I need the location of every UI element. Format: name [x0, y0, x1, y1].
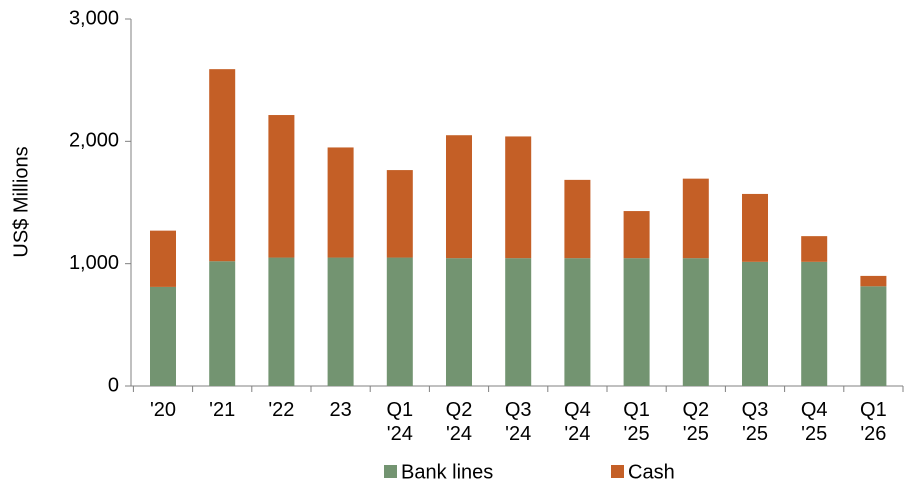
x-tick-label: Q3 '24 — [504, 399, 532, 445]
legend-swatch — [611, 465, 624, 478]
bar-segment — [860, 275, 887, 287]
x-tick-label: Q1 '26 — [860, 399, 887, 445]
legend-label: Cash — [628, 461, 675, 483]
legend-swatch — [384, 465, 397, 478]
x-tick-label: Q2 '24 — [445, 399, 473, 445]
y-tick-label: 3,000 — [69, 7, 119, 29]
y-tick-label: 2,000 — [69, 130, 119, 152]
bar-segment — [505, 136, 532, 259]
bar-segment — [623, 258, 650, 386]
bar-segment — [386, 170, 413, 258]
bar-segment — [505, 258, 532, 386]
x-tick-label: Q1 '25 — [623, 399, 650, 445]
bar-segment — [682, 258, 709, 386]
bar-segment — [801, 261, 828, 386]
x-tick-label: '22 — [268, 399, 295, 421]
bar-segment — [623, 211, 650, 259]
x-tick-label: '20 — [149, 399, 177, 421]
bar-segment — [801, 236, 828, 262]
x-tick-label: Q4 '24 — [564, 399, 591, 445]
bar-segment — [446, 135, 472, 259]
x-tick-label: Q1 '24 — [386, 399, 414, 445]
bar-segment — [564, 179, 591, 259]
x-tick-label: Q3 '25 — [741, 399, 769, 445]
y-tick-label: 0 — [108, 374, 119, 396]
legend-label: Bank lines — [401, 461, 493, 483]
bar-segment — [327, 147, 354, 258]
y-tick-label: 1,000 — [69, 252, 119, 274]
bar-segment — [268, 115, 295, 258]
bar-segment — [209, 261, 236, 386]
bar-segment — [268, 257, 295, 386]
bar-segment — [742, 193, 768, 262]
bar-segment — [386, 257, 413, 386]
x-tick-label: Q4 '25 — [800, 399, 828, 445]
bar-segment — [150, 286, 176, 386]
bar-segment — [446, 258, 472, 386]
bar-segment — [327, 257, 354, 386]
bar-segment — [209, 69, 236, 262]
x-tick-label: '21 — [209, 399, 236, 421]
bar-segment — [564, 258, 591, 386]
x-tick-label: 23 — [329, 399, 352, 421]
x-tick-label: Q2 '25 — [682, 399, 710, 445]
y-axis-label: US$ Millions — [10, 146, 32, 257]
bar-segment — [860, 286, 887, 386]
bar-segment — [150, 230, 176, 287]
bar-segment — [682, 178, 709, 259]
bar-segment — [742, 261, 768, 386]
